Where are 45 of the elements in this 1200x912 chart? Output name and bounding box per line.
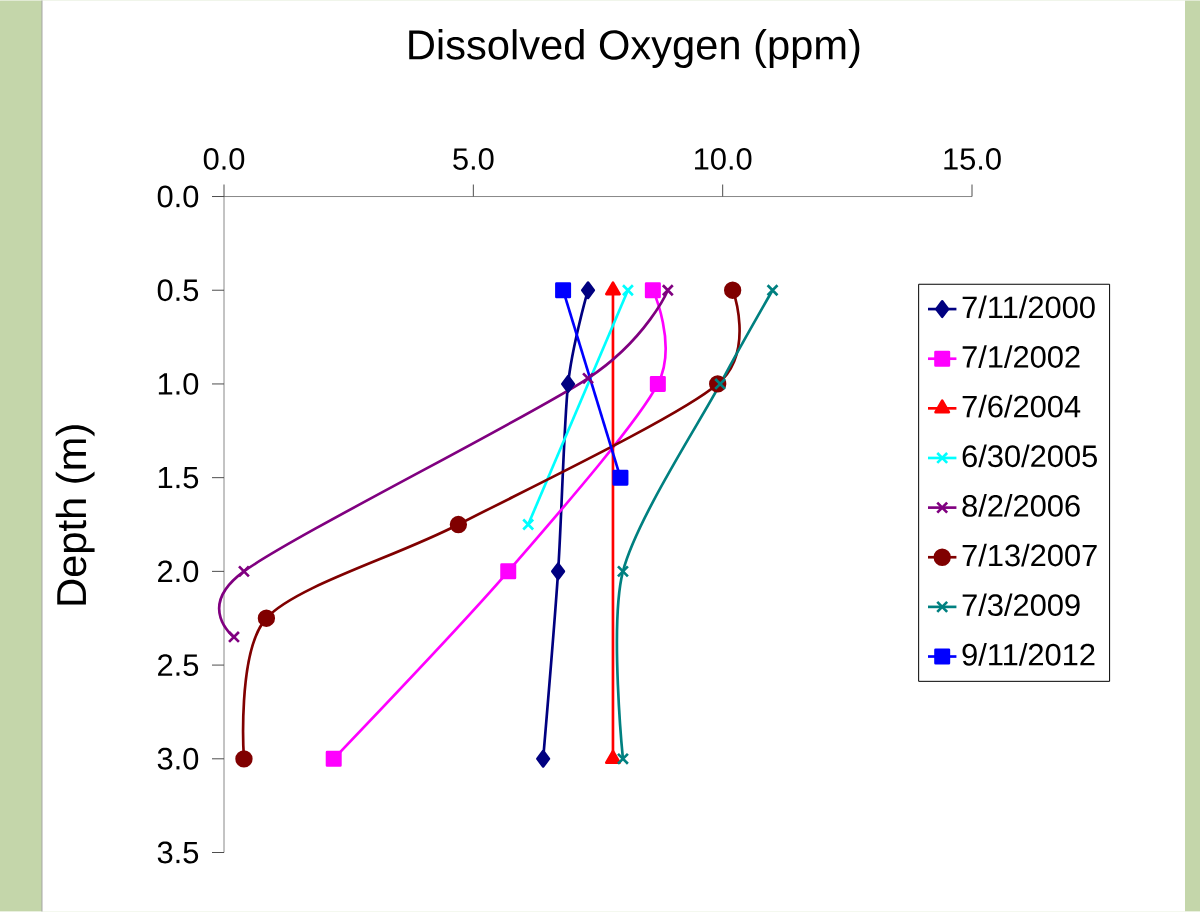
point bbox=[649, 375, 666, 392]
y-tick-label: 2.5 bbox=[158, 654, 199, 677]
point bbox=[235, 750, 253, 768]
point bbox=[644, 282, 661, 299]
point bbox=[713, 377, 727, 391]
legend-label: 6/30/2005 bbox=[962, 444, 1097, 468]
point bbox=[612, 469, 629, 486]
legend-label: 7/6/2004 bbox=[962, 394, 1081, 418]
y-tick-label: 3.0 bbox=[157, 747, 199, 770]
y-tick-label: 0.0 bbox=[157, 185, 199, 208]
x-tick-label: 5.0 bbox=[453, 148, 494, 170]
legend-label: 8/2/2006 bbox=[962, 494, 1080, 517]
point bbox=[621, 283, 635, 297]
point bbox=[616, 565, 630, 578]
point bbox=[551, 562, 566, 581]
point bbox=[536, 749, 551, 768]
point bbox=[766, 283, 779, 297]
point bbox=[581, 372, 595, 385]
point bbox=[325, 750, 342, 767]
point bbox=[227, 630, 241, 644]
point bbox=[561, 374, 576, 393]
y-tick-label: 1.5 bbox=[158, 466, 199, 489]
y-tick-label: 3.5 bbox=[157, 841, 199, 864]
point bbox=[580, 281, 596, 300]
point bbox=[661, 283, 675, 297]
x-tick-label: 10.0 bbox=[695, 148, 752, 170]
point bbox=[723, 281, 742, 299]
x-axis-title: Dissolved Oxygen (ppm) bbox=[409, 29, 860, 68]
point bbox=[555, 282, 572, 299]
point bbox=[500, 563, 517, 580]
point bbox=[237, 565, 251, 578]
y-tick-label: 0.5 bbox=[157, 279, 199, 302]
point bbox=[521, 518, 535, 531]
point bbox=[257, 609, 276, 627]
legend-label: 9/11/2012 bbox=[962, 643, 1095, 666]
legend-label: 7/1/2002 bbox=[962, 345, 1080, 368]
y-tick-label: 2.0 bbox=[158, 560, 199, 583]
y-tick-label: 1.0 bbox=[158, 373, 199, 395]
legend-label: 7/13/2007 bbox=[962, 543, 1097, 567]
x-tick-label: 0.0 bbox=[203, 148, 245, 170]
legend-label: 7/3/2009 bbox=[962, 593, 1080, 617]
y-axis-title: Depth (m) bbox=[55, 425, 95, 605]
x-tick-label: 15.0 bbox=[944, 148, 1001, 170]
legend-label: 7/11/2000 bbox=[962, 295, 1095, 319]
point bbox=[449, 515, 468, 534]
